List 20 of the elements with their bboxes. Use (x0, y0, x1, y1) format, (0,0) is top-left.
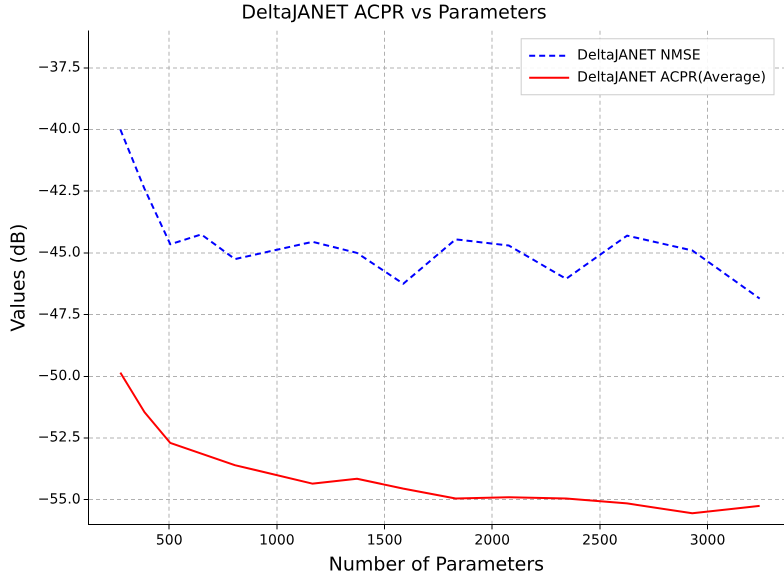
legend-label: DeltaJANET NMSE (577, 47, 701, 64)
x-tick-label: 2000 (474, 532, 510, 548)
y-tick-label: −50.0 (38, 368, 81, 384)
line-series (119, 128, 761, 300)
x-tick-label: 1500 (366, 532, 402, 548)
y-tick-label: −45.0 (38, 244, 81, 261)
chart-title: DeltaJANET ACPR vs Parameters (241, 1, 547, 24)
x-tick-label: 1000 (259, 532, 295, 548)
y-tick-label: −42.5 (38, 182, 81, 199)
x-tick-label: 2500 (582, 532, 618, 548)
y-axis-title: Values (dB) (7, 224, 30, 332)
legend-label: DeltaJANET ACPR(Average) (577, 69, 766, 86)
y-tick-label: −55.0 (38, 491, 81, 508)
y-tick-label: −47.5 (38, 306, 81, 322)
y-tick-label: −37.5 (38, 59, 81, 76)
x-tick-label: 3000 (690, 532, 726, 548)
y-tick-label: −52.5 (38, 430, 81, 446)
x-axis-title: Number of Parameters (328, 554, 544, 576)
x-tick-label: 500 (156, 532, 183, 548)
y-tick-label: −40.0 (38, 121, 81, 138)
